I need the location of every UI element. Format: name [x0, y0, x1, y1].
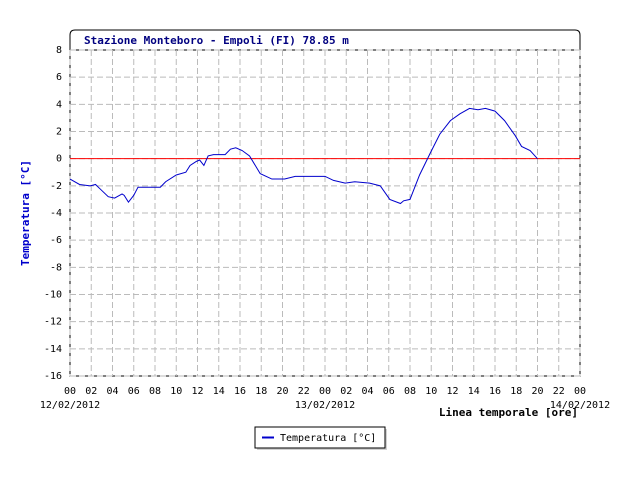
- y-tick-label: -10: [44, 290, 62, 301]
- x-tick-label: 10: [170, 386, 182, 397]
- x-date-label: 14/02/2012: [550, 400, 610, 411]
- x-date-label: 12/02/2012: [40, 400, 100, 411]
- x-tick-label: 04: [361, 386, 373, 397]
- y-tick-label: -14: [44, 344, 62, 355]
- x-tick-label: 14: [213, 386, 225, 397]
- x-date-label: 13/02/2012: [295, 400, 355, 411]
- legend-box: [254, 426, 386, 449]
- x-tick-label: 18: [255, 386, 267, 397]
- x-tick-label: 06: [383, 386, 395, 397]
- y-tick-label: 2: [56, 127, 62, 138]
- y-tick-label: 0: [56, 154, 62, 165]
- x-tick-label: 12: [446, 386, 458, 397]
- x-tick-label: 20: [531, 386, 543, 397]
- x-tick-label: 12: [191, 386, 203, 397]
- x-tick-label: 00: [574, 386, 586, 397]
- y-axis-label: Temperatura [°C]: [19, 160, 32, 266]
- x-tick-label: 00: [64, 386, 76, 397]
- legend-label: Temperatura [°C]: [280, 433, 376, 444]
- y-tick-label: -16: [44, 371, 62, 382]
- x-tick-label: 02: [340, 386, 352, 397]
- x-tick-label: 14: [468, 386, 480, 397]
- y-tick-label: -2: [50, 181, 62, 192]
- x-tick-label: 04: [106, 386, 118, 397]
- chart-title: Stazione Monteboro - Empoli (FI) 78.85 m: [84, 34, 349, 47]
- x-tick-label: 16: [489, 386, 501, 397]
- x-tick-label: 06: [128, 386, 140, 397]
- x-tick-label: 10: [425, 386, 437, 397]
- y-tick-label: -12: [44, 317, 62, 328]
- title-box: [69, 29, 581, 51]
- x-tick-label: 02: [85, 386, 97, 397]
- y-tick-label: -8: [50, 262, 62, 273]
- x-tick-label: 08: [404, 386, 416, 397]
- x-tick-label: 18: [510, 386, 522, 397]
- x-tick-label: 16: [234, 386, 246, 397]
- y-tick-label: 4: [56, 99, 62, 110]
- x-tick-label: 00: [319, 386, 331, 397]
- x-axis-label: Linea temporale [ore]: [439, 406, 578, 419]
- x-tick-label: 08: [149, 386, 161, 397]
- y-tick-label: 6: [56, 72, 62, 83]
- y-tick-label: 8: [56, 45, 62, 56]
- y-tick-label: -6: [50, 235, 62, 246]
- x-tick-label: 20: [276, 386, 288, 397]
- x-tick-label: 22: [298, 386, 310, 397]
- y-tick-label: -4: [50, 208, 62, 219]
- x-tick-label: 22: [553, 386, 565, 397]
- series-line: [69, 107, 538, 205]
